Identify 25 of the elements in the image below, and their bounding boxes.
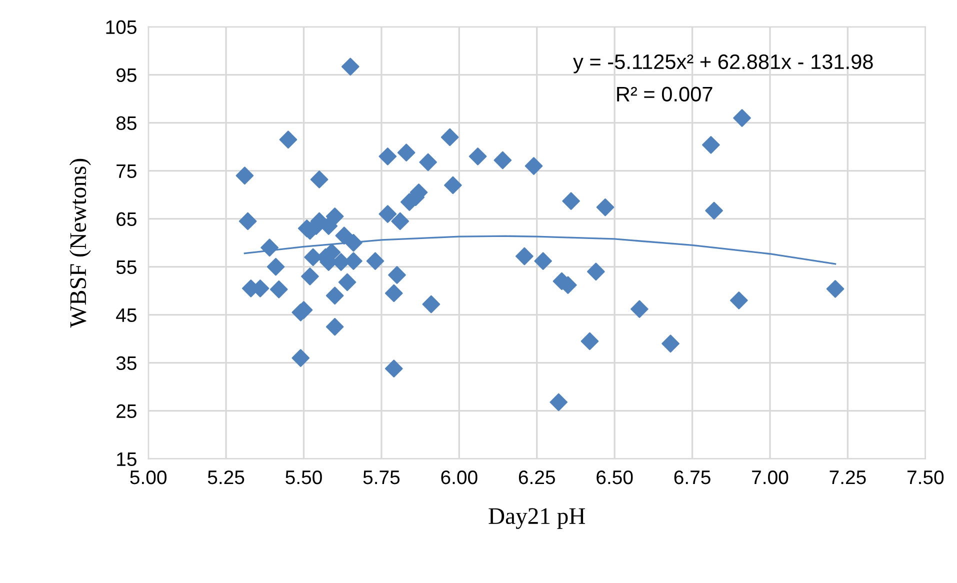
y-tick-label: 55 (116, 260, 136, 274)
x-tick-label: 7.00 (752, 470, 788, 484)
x-tick-label: 6.25 (518, 470, 555, 484)
x-axis-title: Day21 pH (488, 508, 586, 529)
annotation: R² = 0.007 (617, 86, 712, 102)
x-tick-label: 5.00 (130, 470, 166, 484)
x-tick-label: 5.50 (286, 470, 322, 484)
y-tick-label: 75 (116, 164, 136, 178)
x-tick-label: 5.75 (363, 470, 400, 484)
y-axis-title: WBSF (Newtons) (69, 158, 91, 328)
annotation: y = -5.1125x² + 62.881x - 131.98 (573, 54, 873, 74)
x-tick-label: 5.25 (208, 470, 244, 484)
y-tick-label: 95 (116, 68, 136, 82)
y-tick-label: 15 (117, 452, 136, 466)
x-tick-label: 7.50 (907, 470, 944, 484)
y-tick-label: 45 (116, 308, 136, 322)
x-tick-label: 6.00 (441, 470, 478, 484)
x-tick-label: 6.50 (596, 470, 633, 484)
y-tick-label: 85 (116, 116, 136, 130)
x-tick-label: 7.25 (830, 470, 866, 484)
y-tick-label: 35 (116, 356, 136, 370)
x-tick-label: 6.75 (674, 470, 710, 484)
y-tick-label: 65 (116, 212, 136, 226)
y-tick-label: 25 (116, 404, 136, 418)
y-tick-label: 105 (106, 20, 136, 34)
